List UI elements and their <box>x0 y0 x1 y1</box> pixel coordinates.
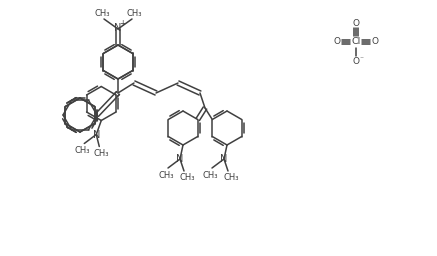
Text: CH₃: CH₃ <box>126 9 142 18</box>
Text: CH₃: CH₃ <box>223 174 239 183</box>
Text: N: N <box>114 23 121 33</box>
Text: O: O <box>371 37 378 47</box>
Text: CH₃: CH₃ <box>158 170 174 179</box>
Text: N: N <box>93 130 100 140</box>
Text: N: N <box>176 154 184 164</box>
Text: Cl: Cl <box>351 37 361 47</box>
Text: N: N <box>220 154 228 164</box>
Text: CH₃: CH₃ <box>179 174 195 183</box>
Text: O: O <box>333 37 340 47</box>
Text: CH₃: CH₃ <box>75 146 90 155</box>
Text: CH₃: CH₃ <box>202 170 218 179</box>
Text: CH₃: CH₃ <box>94 9 110 18</box>
Text: +: + <box>119 19 125 28</box>
Text: CH₃: CH₃ <box>94 149 109 158</box>
Text: ⁻: ⁻ <box>359 55 363 63</box>
Text: O: O <box>353 18 360 27</box>
Text: O: O <box>353 57 360 66</box>
